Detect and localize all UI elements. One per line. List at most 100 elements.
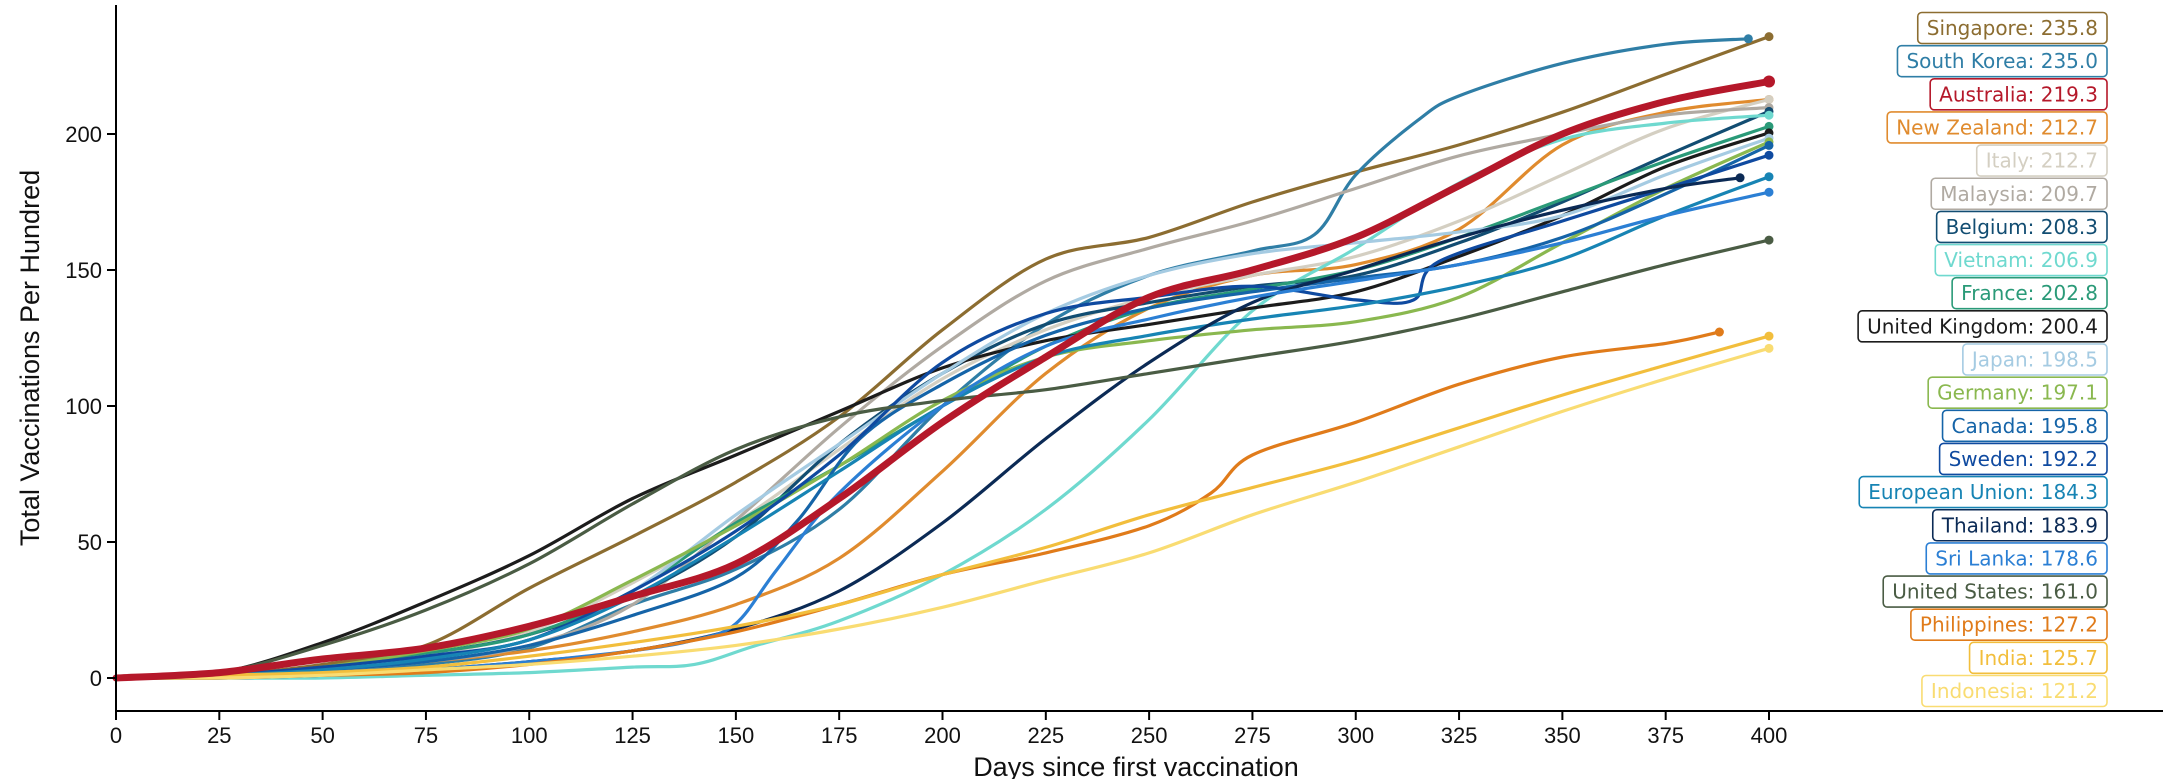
legend-label-france: France: 202.8 [1951,276,2108,310]
legend-label-box [1916,11,2108,45]
legend-label-text: India: 125.7 [1979,646,2098,670]
legend-label-japan: Japan: 198.5 [1962,343,2108,376]
x-tick-label: 50 [310,723,334,748]
legend-label-vietnam: Vietnam: 206.9 [1934,243,2108,277]
series-line-india [114,334,1771,680]
series-end-marker-sri-lanka [1764,187,1774,197]
legend-label-box [1968,641,2108,675]
legend-label-indonesia: Indonesia: 121.2 [1921,674,2108,708]
series-end-marker-italy [1764,94,1774,104]
legend-label-malaysia: Malaysia: 209.7 [1930,177,2108,211]
x-tick-label: 325 [1441,723,1478,748]
legend-label-south-korea: South Korea: 235.0 [1896,44,2108,78]
legend-label-box [1935,210,2108,244]
series-end-marker-singapore [1764,32,1774,42]
legend-label-box [1857,310,2108,343]
legend-label-belgium: Belgium: 208.3 [1935,210,2108,244]
legend-label-italy: Italy: 212.7 [1975,144,2108,177]
x-tick-label: 150 [718,723,755,748]
legend-label-australia: Australia: 219.3 [1929,78,2108,111]
legend-label-box [1930,177,2108,211]
legend-label-box [1896,44,2108,78]
x-tick-label: 0 [110,723,122,748]
legend-label-text: United States: 161.0 [1892,580,2098,604]
legend-label-box [1927,376,2108,409]
end-labels-layer: Singapore: 235.8 South Korea: 235.0 Austra… [1857,11,2108,708]
series-end-marker-philippines [1714,327,1724,337]
legend-label-box [1951,276,2108,310]
legend-label-box [1858,475,2108,509]
legend-label-box [1941,409,2108,443]
series-line-new-zealand [114,97,1771,680]
series-line-germany [114,140,1771,680]
series-end-marker-european-union [1764,172,1774,182]
series-line-australia [112,78,1773,682]
y-tick-label: 100 [65,394,102,419]
legend-label-box [1962,343,2108,376]
x-tick-label: 175 [821,723,858,748]
legend-label-box [1931,508,2108,542]
series-line-singapore [114,35,1771,680]
x-tick-label: 300 [1337,723,1374,748]
series-line-united-kingdom [114,131,1771,680]
series-end-marker-sweden [1764,150,1774,160]
series-line-italy [114,97,1771,680]
series-line-vietnam [114,113,1771,680]
legend-label-european-union: European Union: 184.3 [1858,475,2108,509]
legend-label-text: Canada: 195.8 [1952,414,2098,438]
legend-label-box [1882,575,2108,608]
x-tick-label: 375 [1647,723,1684,748]
axes-layer: 0 25 50 75 100 125 150 175 200 225 250 275 300 325 350… [65,5,2163,748]
series-line-indonesia [114,346,1771,680]
y-axis-label: Total Vaccinations Per Hundred [15,170,45,546]
x-tick-label: 75 [414,723,438,748]
y-tick-label: 150 [65,258,102,283]
y-tick-label: 200 [65,122,102,147]
legend-label-box [1925,542,2108,575]
series-end-marker-india [1764,331,1774,341]
legend-label-text: Germany: 197.1 [1937,381,2098,405]
legend-label-text: Singapore: 235.8 [1927,16,2098,40]
legend-label-box [1921,674,2108,708]
legend-label-germany: Germany: 197.1 [1927,376,2108,409]
series-end-marker-united-states [1764,235,1774,245]
legend-label-text: New Zealand: 212.7 [1896,115,2098,139]
series-end-marker-canada [1764,140,1774,150]
legend-label-text: Belgium: 208.3 [1946,215,2098,239]
legend-label-box [1929,78,2108,111]
legend-label-text: Indonesia: 121.2 [1931,679,2098,703]
x-tick-label: 275 [1234,723,1271,748]
x-tick-label: 200 [924,723,961,748]
legend-label-singapore: Singapore: 235.8 [1916,11,2108,45]
legend-label-india: India: 125.7 [1968,641,2108,675]
y-tick-label: 50 [78,530,102,555]
legend-label-box [1934,243,2108,277]
legend-label-text: Sri Lanka: 178.6 [1935,546,2098,570]
legend-label-box [1938,442,2108,476]
series-line-south-korea [114,37,1750,680]
legend-label-sri-lanka: Sri Lanka: 178.6 [1925,542,2108,575]
legend-label-text: Vietnam: 206.9 [1944,248,2098,272]
legend-label-text: France: 202.8 [1961,281,2098,305]
x-tick-label: 125 [614,723,651,748]
x-tick-label: 100 [511,723,548,748]
series-end-marker-indonesia [1764,343,1774,353]
legend-label-philippines: Philippines: 127.2 [1910,608,2108,642]
series-end-marker-australia [1763,75,1775,88]
series-line-sweden [114,153,1771,680]
x-tick-label: 25 [207,723,231,748]
legend-label-text: Australia: 219.3 [1939,82,2098,106]
series-layer [112,32,1775,682]
legend-label-text: European Union: 184.3 [1868,480,2098,504]
legend-label-box [1910,608,2108,642]
legend-label-text: South Korea: 235.0 [1906,49,2098,73]
legend-label-text: Malaysia: 209.7 [1940,182,2098,206]
legend-label-box [1886,111,2108,144]
legend-label-text: Japan: 198.5 [1970,348,2098,372]
series-end-marker-south-korea [1743,34,1753,44]
legend-label-thailand: Thailand: 183.9 [1931,508,2108,542]
legend-label-box [1975,144,2108,177]
legend-label-united-kingdom: United Kingdom: 200.4 [1857,310,2108,343]
legend-label-text: United Kingdom: 200.4 [1867,314,2098,338]
